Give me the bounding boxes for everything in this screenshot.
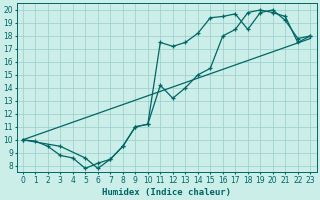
X-axis label: Humidex (Indice chaleur): Humidex (Indice chaleur) xyxy=(102,188,231,197)
